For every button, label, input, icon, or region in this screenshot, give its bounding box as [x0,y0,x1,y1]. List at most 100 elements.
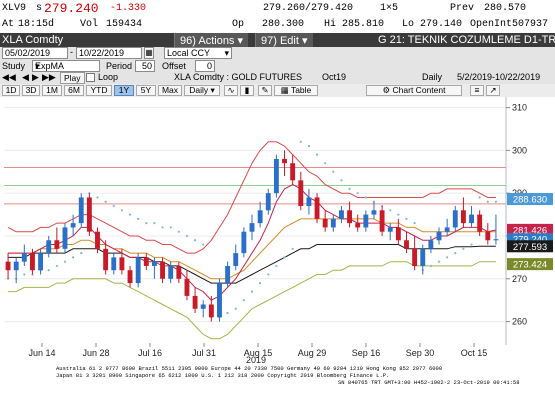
candle-body [127,270,133,284]
parabolic-sar-dot [104,200,107,203]
parabolic-sar-dot [63,260,67,263]
prev-icon[interactable]: ◀ [22,72,29,82]
rewind-icon[interactable]: ◀◀ [2,72,16,82]
parabolic-sar-dot [145,222,148,225]
line-chart-icon[interactable]: ∿ [224,85,238,96]
candle-body [485,231,491,241]
parabolic-sar-dot [324,162,327,165]
forward-icon[interactable]: ▶▶ [42,72,56,82]
quote-bar-2: At 18:15d Vol 159434 Op 280.300 Hi 285.8… [0,18,555,32]
parabolic-sar-dot [72,256,75,259]
x-axis-ticks: Jun 14 Jun 28 Jul 16 Jul 31 Aug 15 Aug 29 Sep … [28,343,487,363]
tab-1y[interactable]: 1Y [114,85,134,96]
parabolic-sar-dot [397,213,400,216]
table-button[interactable]: ▦ Table [274,85,318,96]
period-input[interactable]: 50 [135,60,155,72]
tab-6m[interactable]: 6M [64,85,84,96]
candle-body [282,158,287,164]
chevron-down-icon: ▾ [210,85,215,95]
end-date-input[interactable]: 10/22/2019 [76,47,142,59]
price-label-box [507,193,553,206]
candle-body [371,210,377,215]
edit-number: 97) [261,35,277,47]
chart-content-button[interactable]: ⚙ Chart Content [366,85,462,96]
tab-1d[interactable]: 1D [2,85,20,96]
parabolic-sar-dot [348,187,351,190]
study-select[interactable]: ExpMA ▾ [32,60,100,72]
parabolic-sar-dot [429,264,432,268]
chevron-down-icon: ▾ [302,35,308,47]
actions-menu[interactable]: 96) Actions ▾ [174,33,249,48]
parabolic-sar-dot [283,256,286,259]
bar-chart-icon[interactable]: ▮ [240,85,254,96]
chevron-down-icon: ▾ [237,35,244,47]
offset-input[interactable]: 0 [195,60,215,72]
study-bar: Study ExpMA ▾ Period 50 Offset 0 [0,60,555,73]
period-label: Period [106,61,133,71]
candle-body [347,210,353,224]
parabolic-sar-dot [462,247,465,250]
parabolic-sar-dot [437,260,441,263]
parabolic-sar-dot [161,226,164,229]
parabolic-sar-dot [332,170,335,173]
security-field[interactable]: XLA Comdty [2,34,64,46]
last-time: 18:15d [18,19,55,30]
candle-body [314,197,320,219]
x-tick-label: Sep 30 [406,348,435,358]
candlesticks [5,150,499,322]
frequency-label: Daily [422,72,443,82]
candle-body [143,257,149,266]
parabolic-sar-dot [202,243,205,246]
currency-select[interactable]: Local CCY ▾ [164,47,232,59]
candle-body [13,261,19,271]
parabolic-sar-dot [185,234,189,238]
last-price: 279.240 [44,1,99,16]
gridlines [4,107,506,323]
price-label-text: 273.424 [513,260,547,271]
security-description: XLA Comdty : GOLD FUTURES [174,72,303,82]
parabolic-sar-dot [112,204,115,208]
bid-ask-size: 1×5 [380,3,399,14]
loop-checkbox[interactable] [86,73,95,82]
tab-max[interactable]: Max [158,85,182,96]
gear-icon: ⚙ [382,85,391,95]
chevron-down-icon: ▾ [35,61,40,71]
price-label-text: 288.630 [513,195,547,206]
prev-close: 280.570 [484,3,527,14]
start-date-input[interactable]: 05/02/2019 [2,47,68,59]
candle-body [200,304,206,309]
candle-body [412,248,418,266]
edit-menu[interactable]: 97) Edit ▾ [255,33,313,48]
parabolic-sar-dot [275,264,278,268]
next-icon[interactable]: ▶ [32,72,39,82]
export-icon[interactable]: ↗ [486,85,500,96]
price-label-text: 279.240 [513,235,547,246]
candle-body [225,265,231,284]
tab-ytd[interactable]: YTD [86,85,112,96]
date-range-label: 5/2/2019-10/22/2019 [457,72,541,82]
parabolic-sar-dot [454,252,457,255]
play-button[interactable]: Play [60,72,85,84]
candle-body [298,180,304,207]
at-label: At [2,19,15,30]
x-year-label: 2019 [246,355,266,363]
high-price: 285.810 [342,19,385,30]
settings-icon[interactable]: ≡ [470,85,484,96]
contract-month: Oct19 [322,72,347,82]
parabolic-sar-dot [267,273,270,276]
candle-body [379,210,385,232]
x-tick-label: Jul 16 [138,348,162,358]
y-tick-label: 300 [512,145,527,155]
calendar-icon[interactable]: ▦ [144,47,154,59]
tab-3d[interactable]: 3D [22,85,40,96]
price-label-box [507,223,553,236]
draw-tool-icon[interactable]: ✎ [258,85,272,96]
tab-1m[interactable]: 1M [42,85,62,96]
frequency-select[interactable]: Daily ▾ [184,85,220,96]
tab-5y[interactable]: 5Y [136,85,156,96]
parabolic-sar-dot [193,239,197,242]
footer: Australia 61 2 9777 8600 Brazil 5511 239… [0,363,555,400]
candle-body [5,261,11,271]
parabolic-sar-dot [137,217,140,220]
